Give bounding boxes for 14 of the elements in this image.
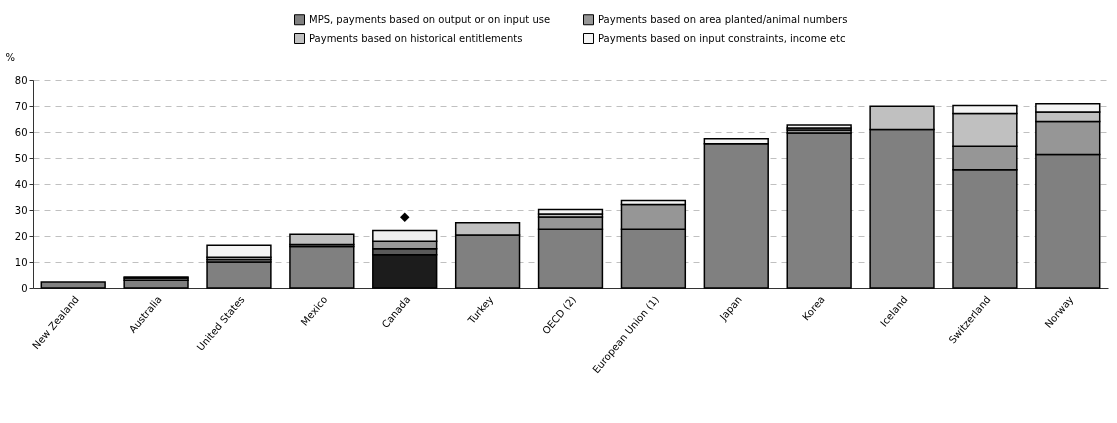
y-tick-label: 10 — [14, 256, 28, 268]
y-tick-label: 30 — [14, 204, 28, 216]
y-tick-label: 70 — [14, 100, 28, 112]
y-axis-title: % — [5, 51, 16, 63]
legend-label: Payments based on area planted/animal numbers — [598, 13, 848, 25]
y-tick-label: 80 — [14, 74, 28, 86]
y-tick-label: 0 — [21, 282, 28, 294]
legend-label: MPS, payments based on output or on input use — [309, 13, 551, 25]
y-tick-label: 20 — [14, 230, 28, 242]
legend-label: Payments based on input constraints, income etc — [598, 32, 846, 44]
legend-label: Payments based on historical entitlements — [309, 32, 523, 44]
y-tick-label: 40 — [14, 178, 28, 190]
y-tick-label: 60 — [14, 126, 28, 138]
y-tick-label: 50 — [14, 152, 28, 164]
